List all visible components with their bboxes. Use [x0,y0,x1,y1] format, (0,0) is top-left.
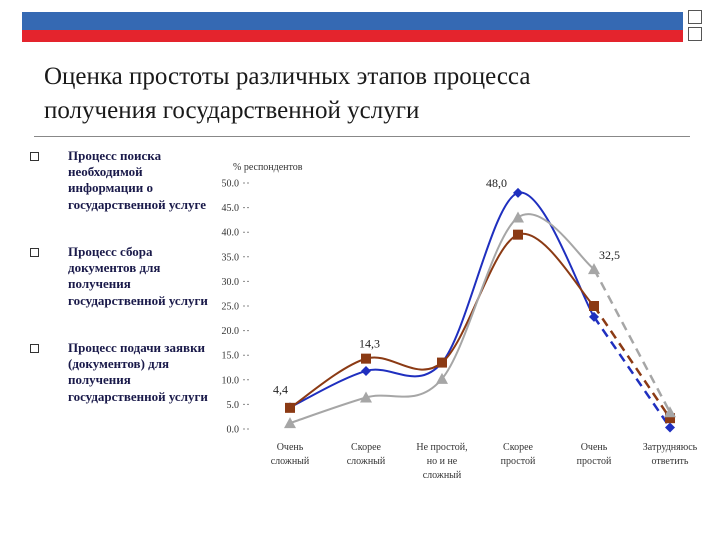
data-point [664,406,676,418]
x-tick-label: Затрудняюсь [643,442,698,453]
series-line [289,191,595,409]
y-tick-label: 40.0 [222,228,240,239]
data-point [437,357,447,368]
slide-title: Оценка простоты различных этапов процесс… [44,63,531,124]
series-line [289,232,595,409]
y-tick-label: 35.0 [222,252,240,263]
data-point [589,311,599,322]
x-tick-label: Скорее [351,442,381,453]
data-label: 32,5 [599,248,620,262]
x-tick-label: сложный [423,470,462,481]
title-divider [34,136,690,137]
data-point [588,263,600,275]
y-tick-label: 30.0 [222,277,240,288]
data-point [361,353,371,364]
series-line-dashed [592,268,672,413]
x-tick-label: ответить [652,456,689,467]
data-point [665,413,675,424]
bullet-square-icon [30,248,39,257]
corner-square-icon [688,10,702,24]
data-point [284,417,296,429]
y-tick-label: 25.0 [222,302,240,313]
y-tick-label: 50.0 [222,179,240,190]
data-point [665,422,675,433]
x-tick-label: простой [501,456,536,467]
bullet-item: Процесс подачи заявки (документов) для п… [30,340,220,405]
data-label: 48,0 [486,176,507,190]
data-point [513,187,523,198]
y-tick-label: 15.0 [222,351,240,362]
data-label: 4,4 [273,382,288,396]
data-point [361,365,371,376]
x-tick-label: Очень [581,442,608,453]
data-point [360,391,372,403]
series-line-dashed [592,316,672,429]
bullet-item: Процесс поиска необходимой информации о … [30,148,220,244]
bullet-item: Процесс сбора документов для получения г… [30,244,220,340]
x-tick-label: сложный [347,456,386,467]
x-tick-label: Скорее [503,442,533,453]
x-tick-label: Очень [277,442,304,453]
x-tick-label: но и не [427,456,458,467]
corner-square-icon [688,27,702,41]
data-point [513,229,523,240]
series-line [289,213,595,425]
y-axis-title: % респондентов [233,162,303,173]
data-point [512,211,524,223]
bullet-square-icon [30,344,39,353]
data-point [589,301,599,311]
series-line-dashed [592,305,672,419]
header-accent-bar [22,30,683,42]
x-tick-label: сложный [271,456,310,467]
bullet-list: Процесс поиска необходимой информации о … [30,148,220,405]
y-tick-label: 5.0 [227,400,240,411]
data-point [436,372,448,384]
data-label: 14,3 [359,337,380,351]
bullet-square-icon [30,152,39,161]
y-tick-label: 45.0 [222,203,240,214]
y-tick-label: 20.0 [222,326,240,337]
data-point [285,402,295,413]
y-tick-label: 0.0 [227,425,240,436]
y-tick-label: 10.0 [222,375,240,386]
x-tick-label: Не простой, [416,442,467,453]
x-tick-label: простой [577,456,612,467]
